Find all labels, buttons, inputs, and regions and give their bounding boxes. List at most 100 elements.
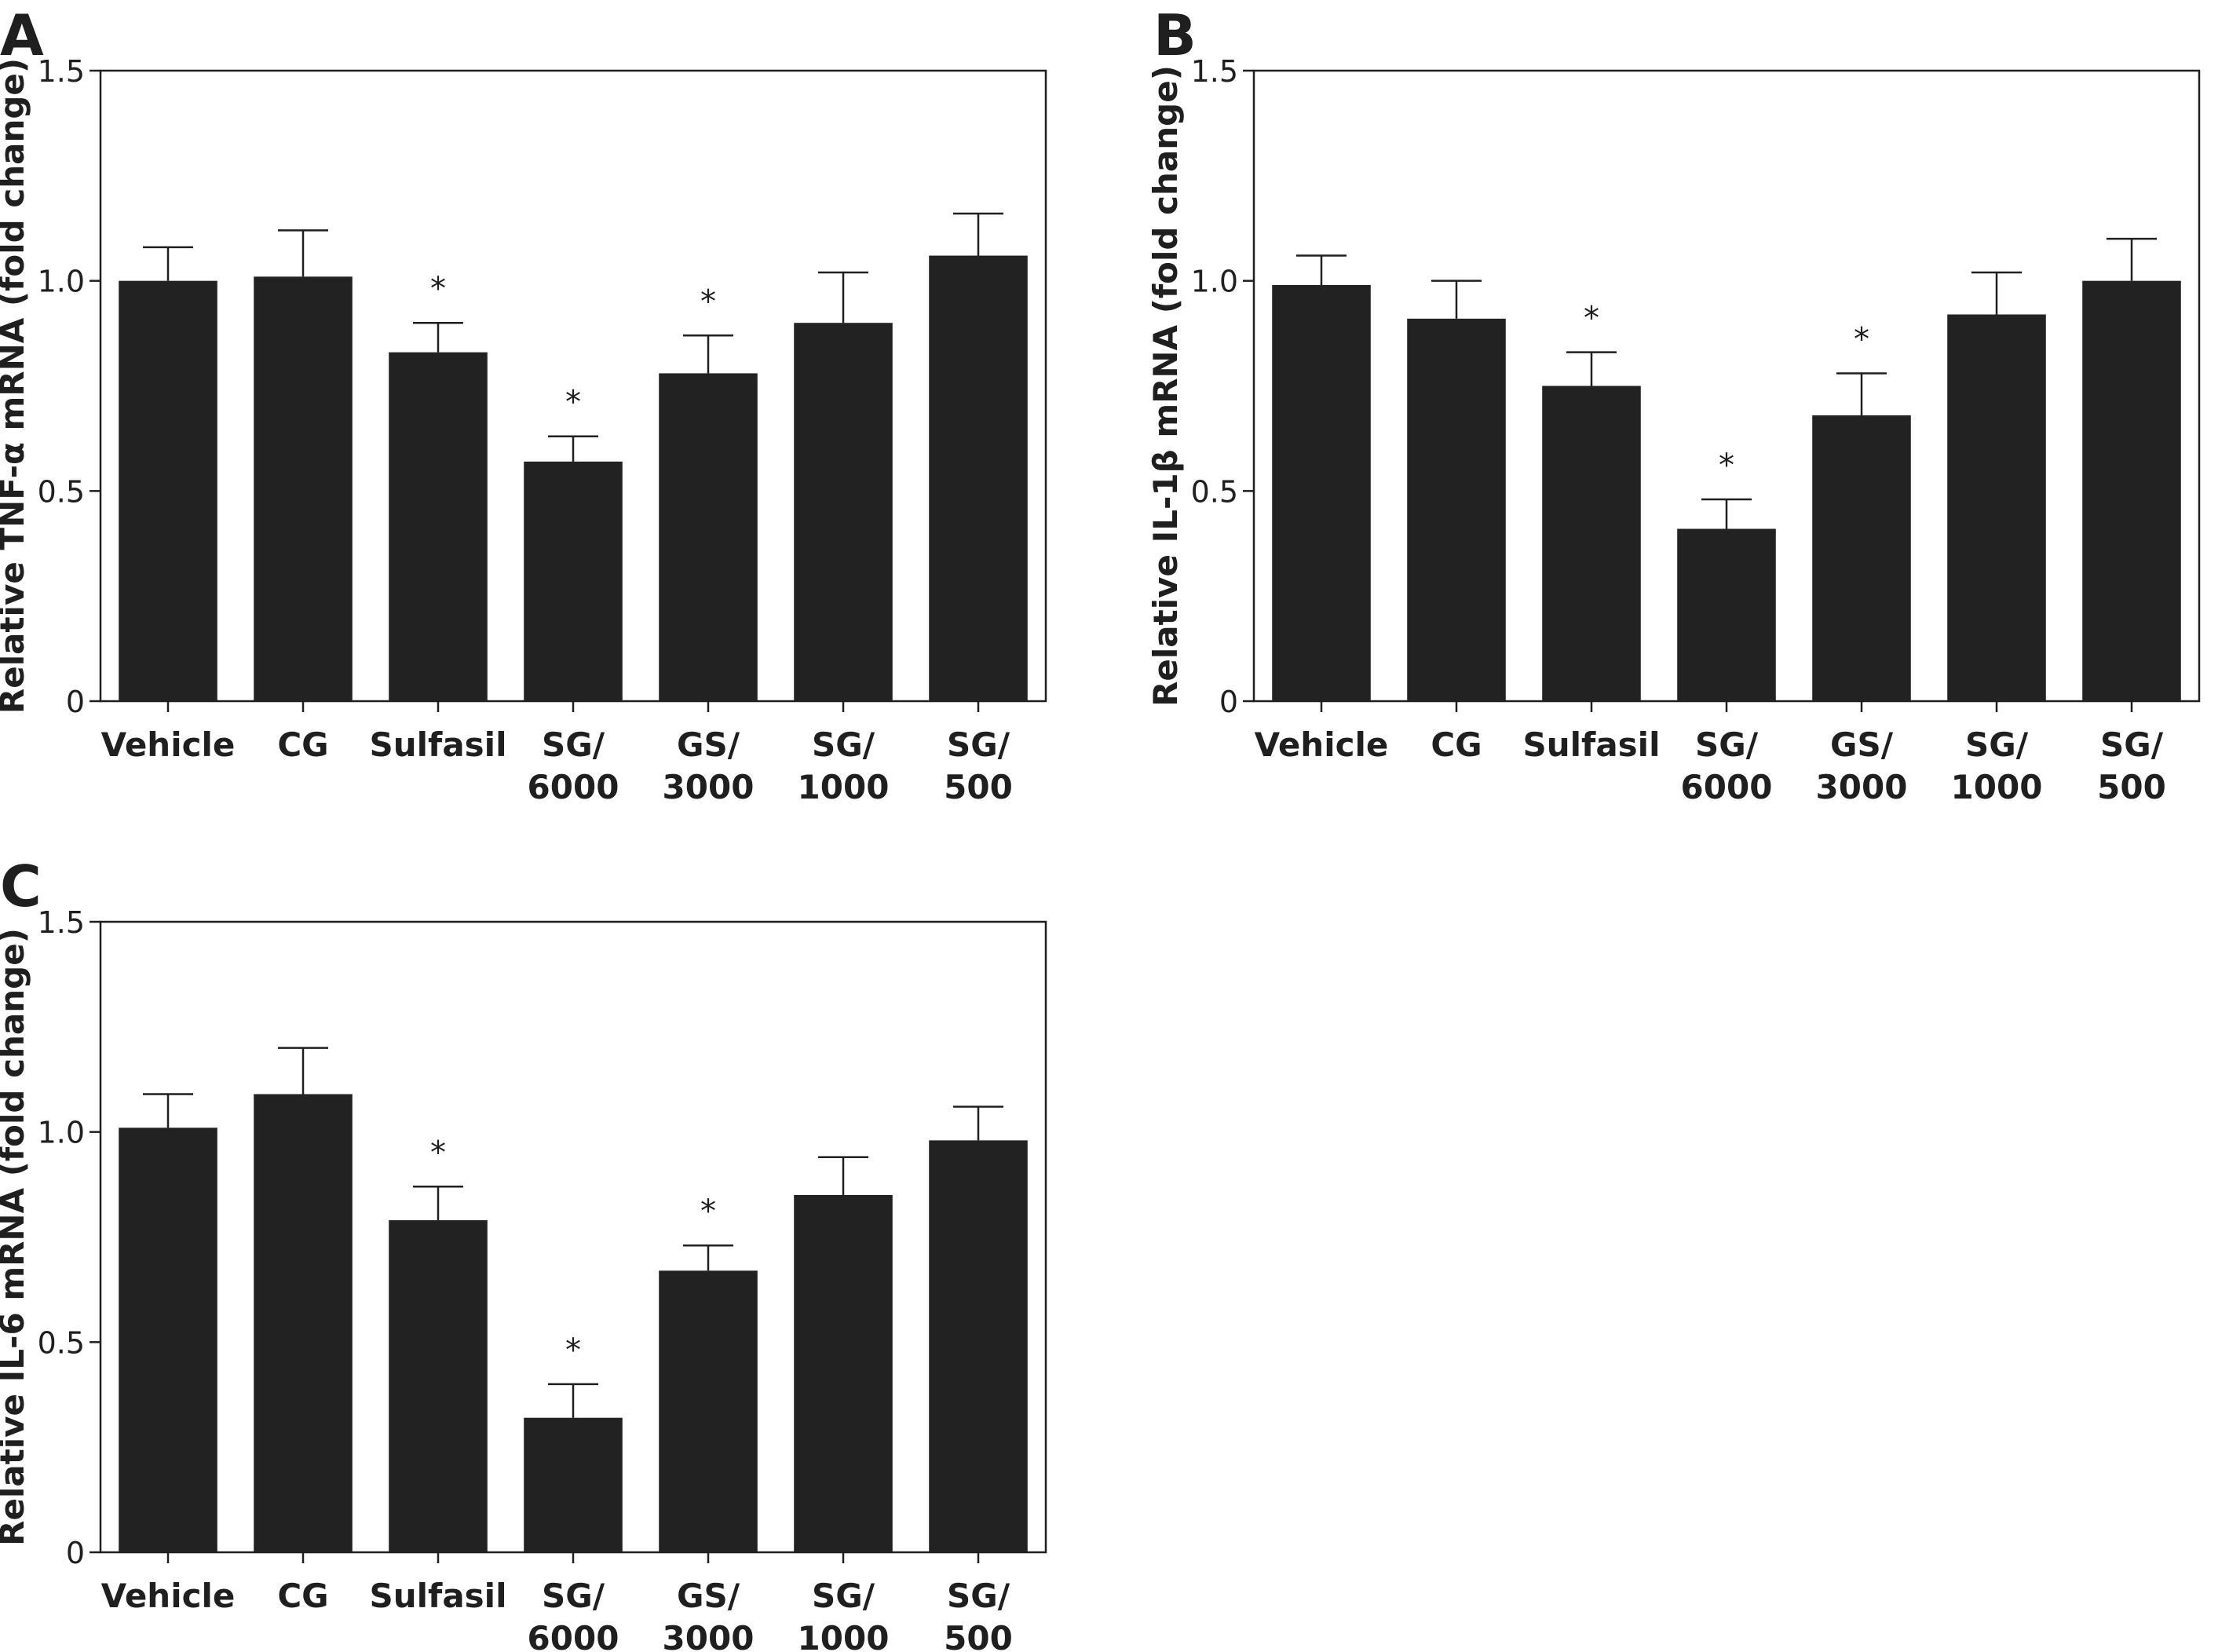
x-tick-label-line: 6000 [528,768,619,806]
x-tick-label: GS/3000 [663,1577,755,1652]
significance-marker: * [565,1332,581,1369]
x-tick-label: Vehicle [101,725,236,764]
x-tick-label: Vehicle [101,1577,236,1615]
significance-marker: * [430,271,446,307]
y-tick-label: 1.5 [38,905,85,940]
y-tick-label: 1.0 [38,265,85,299]
x-tick-label-line: Sulfasil [370,1577,507,1615]
x-tick-label: SG/6000 [528,1577,619,1652]
y-axis-label: Relative IL-1β mRNA (fold change) [1146,65,1185,707]
x-tick-label: CG [277,725,328,764]
x-tick-label-line: 1000 [798,768,890,806]
bar [794,323,893,701]
y-tick-label: 0 [66,1536,85,1570]
x-tick-label: Sulfasil [370,1577,507,1615]
x-tick-label-line: CG [1431,725,1482,764]
x-tick-label: CG [1431,725,1482,764]
x-tick-label-line: 3000 [663,768,755,806]
x-tick-label-line: SG/ [2100,725,2164,764]
x-tick-label-line: SG/ [812,1577,875,1615]
x-tick-label-line: Sulfasil [1523,725,1661,764]
bar [1947,314,2046,701]
x-tick-label: SG/500 [2097,725,2166,806]
x-tick-label-line: 1000 [798,1619,890,1652]
bar [119,280,217,702]
bar [929,255,1028,702]
x-tick-label-line: 1000 [1951,768,2043,806]
y-tick-label: 1.0 [38,1116,85,1150]
x-tick-label-line: 500 [944,768,1013,806]
significance-marker: * [700,1193,716,1230]
y-tick-label: 1.5 [1191,54,1238,89]
bar [1407,318,1506,701]
bar [1542,386,1641,701]
x-tick-label-line: SG/ [1965,725,2029,764]
x-tick-label-line: CG [277,1577,328,1615]
bar [254,276,353,701]
bar [659,1270,758,1552]
panel-letter: C [0,853,42,919]
x-tick-label-line: 500 [2097,768,2166,806]
significance-marker: * [1854,321,1869,357]
x-tick-label-line: 500 [944,1619,1013,1652]
bar [389,1220,488,1552]
x-tick-label-line: SG/ [812,725,875,764]
panel-letter: B [1153,2,1197,68]
panel-letter: A [0,2,44,68]
x-tick-label-line: 6000 [528,1619,619,1652]
x-tick-label-line: SG/ [542,1577,605,1615]
significance-marker: * [1584,301,1599,337]
bar [1812,415,1911,701]
x-tick-label-line: Vehicle [101,1577,236,1615]
bar [1272,285,1371,701]
y-tick-label: 0 [1219,685,1238,719]
bar [524,1417,623,1552]
x-tick-label-line: SG/ [1695,725,1759,764]
bar [794,1194,893,1552]
x-tick-label: GS/3000 [663,725,755,806]
x-tick-label-line: GS/ [677,1577,740,1615]
x-tick-label: GS/3000 [1816,725,1908,806]
x-tick-label: SG/1000 [798,725,890,806]
significance-marker: * [565,385,581,421]
significance-marker: * [1719,448,1734,484]
bar [389,352,488,701]
significance-marker: * [700,283,716,320]
x-tick-label: CG [277,1577,328,1615]
x-tick-label-line: 3000 [1816,768,1908,806]
y-tick-label: 0.5 [38,1325,85,1360]
x-tick-label: Vehicle [1255,725,1389,764]
y-axis-label: Relative IL-6 mRNA (fold change) [0,928,31,1546]
x-tick-label: SG/6000 [528,725,619,806]
bar [119,1128,217,1552]
bar [1677,528,1776,701]
bar [254,1094,353,1552]
y-tick-label: 1.5 [38,54,85,89]
x-tick-label: SG/1000 [1951,725,2043,806]
x-tick-label-line: SG/ [947,725,1010,764]
y-axis-label: Relative TNF-α mRNA (fold change) [0,58,31,714]
x-tick-label-line: 3000 [663,1619,755,1652]
x-tick-label: SG/1000 [798,1577,890,1652]
y-tick-label: 0 [66,685,85,719]
bar [659,373,758,701]
x-tick-label-line: Vehicle [101,725,236,764]
x-tick-label-line: 6000 [1681,768,1773,806]
x-tick-label-line: SG/ [947,1577,1010,1615]
x-tick-label: Sulfasil [1523,725,1661,764]
bar [2082,280,2181,702]
x-tick-label-line: GS/ [677,725,740,764]
y-tick-label: 1.0 [1191,265,1238,299]
x-tick-label: SG/6000 [1681,725,1773,806]
y-tick-label: 0.5 [1191,474,1238,509]
y-tick-label: 0.5 [38,474,85,509]
x-tick-label: SG/500 [944,1577,1013,1652]
significance-marker: * [430,1135,446,1171]
x-tick-label: SG/500 [944,725,1013,806]
x-tick-label-line: CG [277,725,328,764]
x-tick-label-line: SG/ [542,725,605,764]
